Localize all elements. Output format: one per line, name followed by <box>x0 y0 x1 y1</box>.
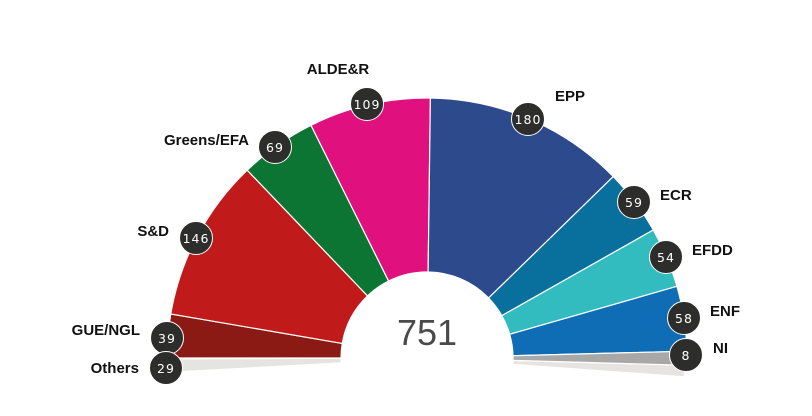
label-greens-efa: Greens/EFA <box>163 132 249 149</box>
segment-others <box>168 357 342 374</box>
hemicycle-segments <box>166 97 688 378</box>
seat-badge-greens-efa: 69 <box>258 130 292 164</box>
seat-badge-gue-ngl: 39 <box>150 321 184 355</box>
label-ecr: ECR <box>660 187 692 204</box>
label-enf: ENF <box>710 303 740 320</box>
segment-s-d <box>170 169 369 345</box>
seat-badge-ni: 8 <box>669 338 703 372</box>
seat-badge-epp: 180 <box>511 102 545 136</box>
label-efdd: EFDD <box>692 242 733 259</box>
label-s-d: S&D <box>137 223 169 240</box>
label-ni: NI <box>713 340 728 357</box>
label-epp: EPP <box>555 88 586 105</box>
seat-badge-s-d: 146 <box>179 221 213 255</box>
seat-badge-efdd: 54 <box>649 240 683 274</box>
seat-badge-ecr: 59 <box>617 185 651 219</box>
label-alde-r: ALDE&R <box>306 61 370 78</box>
segment-epp <box>427 97 615 299</box>
seat-badge-enf: 58 <box>667 301 701 335</box>
seat-badge-alde-r: 109 <box>350 87 384 121</box>
label-gue-ngl: GUE/NGL <box>71 322 140 339</box>
seat-badge-others: 29 <box>149 351 183 385</box>
total-seats: 751 <box>396 312 458 353</box>
label-others: Others <box>90 360 139 377</box>
